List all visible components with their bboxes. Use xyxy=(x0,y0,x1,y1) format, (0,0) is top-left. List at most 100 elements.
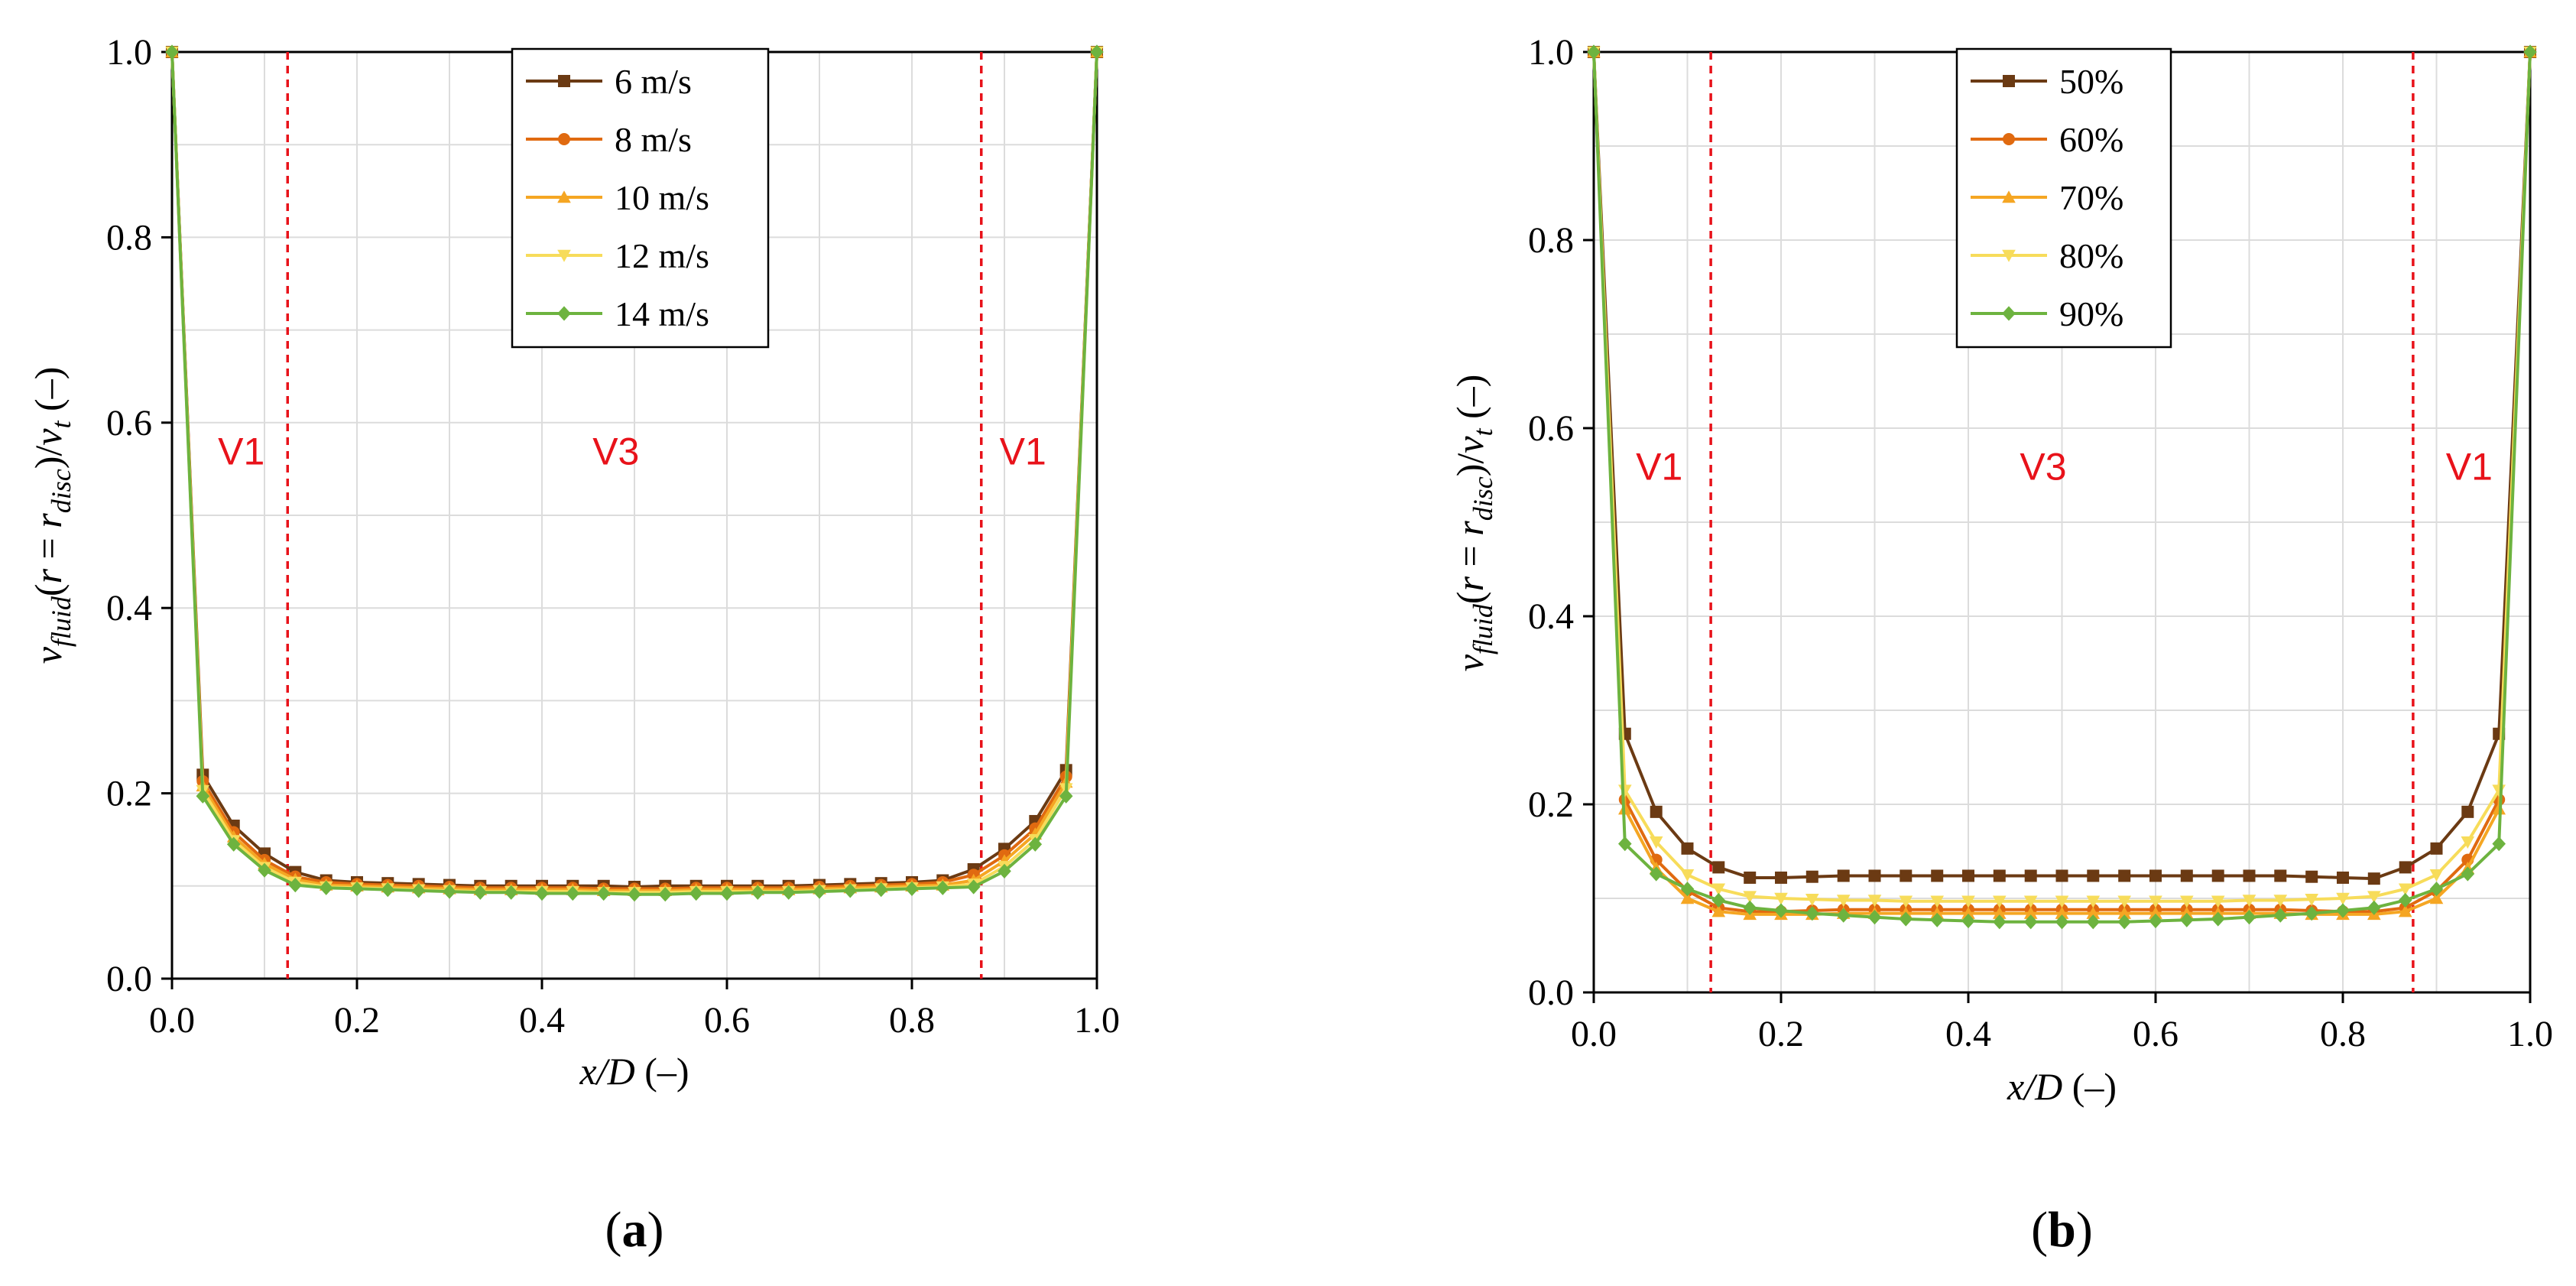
x-tick-label: 0.8 xyxy=(889,1000,935,1041)
data-point xyxy=(381,882,395,898)
data-point xyxy=(874,882,888,898)
data-point xyxy=(1680,882,1695,897)
y-tick-label: 0.8 xyxy=(1528,220,1574,261)
y-tick-label: 0.2 xyxy=(106,774,152,814)
data-point xyxy=(1899,911,1913,927)
legend: 50% 60% 70% 80% 90% xyxy=(1955,47,2172,349)
data-point xyxy=(1680,891,1695,904)
x-tick-label: 0.8 xyxy=(2320,1014,2366,1054)
panel-label: (a) xyxy=(605,1202,664,1258)
legend-marker xyxy=(557,249,571,262)
y-tick-label: 0.6 xyxy=(1528,408,1574,449)
data-point xyxy=(596,885,611,901)
data-point xyxy=(2023,906,2038,919)
y-tick-label: 0.6 xyxy=(106,403,152,443)
data-point xyxy=(2461,866,2475,882)
data-point xyxy=(258,862,271,878)
data-point xyxy=(1962,869,1974,882)
chart-panel-b: 0.0 0.2 0.4 0.6 0.8 1.0 0.0 0.2 0.4 0.6 0.8 1.0 x/D … xyxy=(1449,32,2553,1258)
data-point xyxy=(1868,869,1881,882)
x-tick-label: 0.4 xyxy=(1945,1014,1991,1054)
data-point xyxy=(2523,44,2537,60)
x-tick-label: 0.4 xyxy=(519,1000,565,1041)
legend-entry: 10 m/s xyxy=(615,178,709,217)
legend-entry: 12 m/s xyxy=(615,236,709,275)
data-point xyxy=(1587,44,1601,60)
legend-entry: 8 m/s xyxy=(615,120,692,159)
data-point xyxy=(2461,836,2475,849)
data-point xyxy=(2086,895,2101,908)
legend-marker xyxy=(2002,190,2016,203)
legend-marker xyxy=(2002,306,2016,321)
y-axis-label: vfluid(r = rdisc)/vt (–) xyxy=(27,367,76,664)
data-point xyxy=(2087,869,2100,882)
data-point xyxy=(1743,900,1757,915)
data-point xyxy=(2305,906,2319,921)
data-point xyxy=(1775,871,1787,884)
data-point xyxy=(2149,869,2162,882)
data-point xyxy=(1680,869,1695,882)
data-point xyxy=(2118,869,2131,882)
data-point xyxy=(2023,895,2038,908)
data-point xyxy=(1836,908,1851,923)
x-tick-label: 0.6 xyxy=(2133,1014,2179,1054)
data-point xyxy=(2398,904,2412,917)
data-point xyxy=(1711,904,1726,917)
data-point xyxy=(1899,895,1913,908)
data-point xyxy=(319,880,333,895)
region-label: V1 xyxy=(218,430,264,473)
data-point xyxy=(658,887,673,902)
x-axis-label: x/D (–) xyxy=(2007,1065,2117,1108)
data-point xyxy=(2367,872,2380,885)
data-point xyxy=(751,885,765,900)
y-tick-label: 0.0 xyxy=(1528,973,1574,1013)
data-point xyxy=(1993,869,2006,882)
data-point xyxy=(2305,894,2319,907)
data-point xyxy=(226,836,241,852)
data-point xyxy=(566,885,580,901)
legend-marker xyxy=(2003,75,2015,87)
legend-marker xyxy=(558,75,570,87)
x-tick-label: 0.0 xyxy=(1571,1014,1617,1054)
region-label: V1 xyxy=(2446,446,2493,489)
data-point xyxy=(2211,911,2225,927)
data-point xyxy=(1805,870,1818,883)
region-label: V1 xyxy=(1000,430,1046,473)
data-point xyxy=(2274,869,2287,882)
legend-marker xyxy=(557,306,571,321)
data-point xyxy=(2398,892,2412,908)
legend: 6 m/s 8 m/s 10 m/s 12 m/s 14 m/s xyxy=(511,47,770,349)
data-point xyxy=(1867,895,1882,908)
legend-marker xyxy=(2002,249,2016,262)
data-point xyxy=(936,880,950,895)
data-point xyxy=(966,879,981,895)
x-axis-label: x/D (–) xyxy=(579,1050,689,1093)
data-point xyxy=(1711,883,1726,896)
data-point xyxy=(2055,914,2069,930)
data-point xyxy=(2180,869,2193,882)
data-point xyxy=(720,885,734,901)
data-point xyxy=(1836,895,1851,908)
legend-entry: 6 m/s xyxy=(615,62,692,101)
data-point xyxy=(1931,869,1944,882)
data-point xyxy=(2149,906,2162,919)
data-point xyxy=(1649,866,1663,882)
data-point xyxy=(2367,900,2381,915)
data-point xyxy=(2179,912,2194,927)
x-tick-label: 0.2 xyxy=(334,1000,380,1041)
data-point xyxy=(1712,861,1725,874)
data-point xyxy=(1805,906,1819,921)
legend-entry: 14 m/s xyxy=(615,294,709,333)
data-point xyxy=(2024,869,2037,882)
data-point xyxy=(2023,914,2038,930)
data-point xyxy=(2430,842,2443,855)
data-point xyxy=(2429,891,2444,904)
data-point xyxy=(2273,908,2288,923)
data-point xyxy=(2117,914,2132,930)
data-point xyxy=(1649,836,1663,849)
data-point xyxy=(535,885,549,901)
legend-marker xyxy=(557,190,571,203)
y-tick-label: 1.0 xyxy=(106,32,152,73)
data-point xyxy=(1744,871,1757,884)
data-point xyxy=(2336,903,2350,918)
